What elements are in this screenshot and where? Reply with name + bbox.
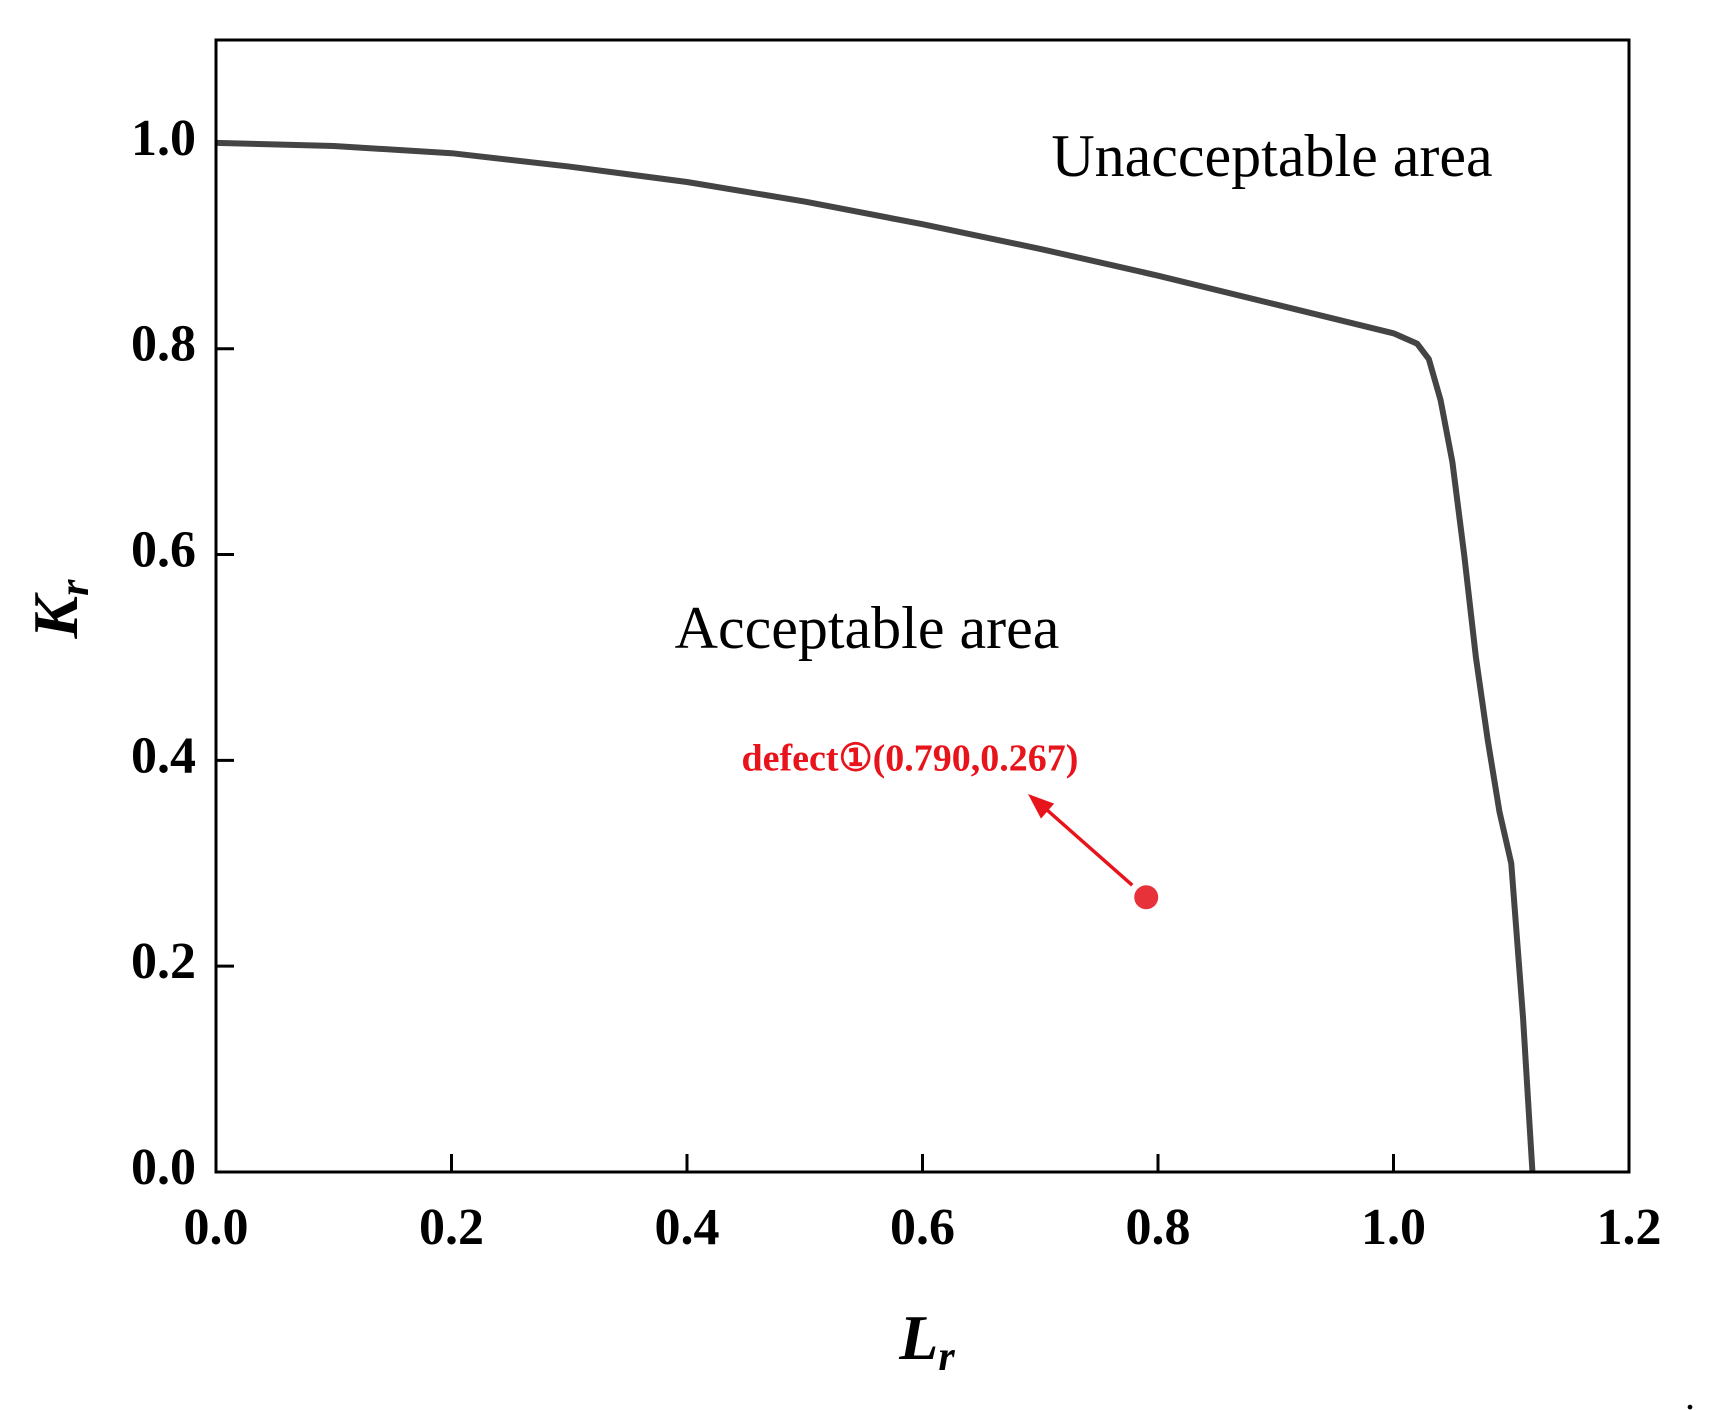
y-axis-title-sub: r bbox=[52, 579, 98, 596]
unacceptable-label: Unacceptable area bbox=[1051, 123, 1492, 189]
x-tick-label: 1.0 bbox=[1361, 1199, 1426, 1256]
acceptable-label: Acceptable area bbox=[675, 595, 1060, 661]
y-tick-label: 0.2 bbox=[131, 933, 196, 990]
defect-point bbox=[1134, 885, 1159, 910]
x-tick-label: 0.8 bbox=[1126, 1199, 1191, 1256]
fad-curve bbox=[215, 139, 1536, 1173]
x-axis-title-sub: r bbox=[938, 1334, 955, 1380]
y-tick-label: 0.0 bbox=[131, 1139, 196, 1196]
x-tick-label: 0.4 bbox=[655, 1199, 720, 1256]
x-axis-title: Lr bbox=[898, 1302, 955, 1380]
y-tick-label: 1.0 bbox=[131, 110, 196, 167]
y-tick-label: 0.4 bbox=[131, 727, 196, 784]
x-tick-label: 1.2 bbox=[1597, 1199, 1662, 1256]
y-axis-title-main: K bbox=[20, 592, 91, 640]
x-tick-label: 0.2 bbox=[419, 1199, 484, 1256]
x-axis-title-main: L bbox=[898, 1302, 938, 1373]
defect-label: defect①(0.790,0.267) bbox=[742, 738, 1079, 780]
annotation-arrow bbox=[1036, 800, 1134, 887]
y-tick-label: 0.6 bbox=[131, 521, 196, 578]
annotation-arrowhead bbox=[1028, 794, 1055, 819]
x-tick-label: 0.6 bbox=[890, 1199, 955, 1256]
y-axis-title: Kr bbox=[20, 579, 98, 640]
plot-frame bbox=[214, 38, 1631, 1174]
x-tick-label: 0.0 bbox=[184, 1199, 249, 1256]
trailing-mark: . bbox=[1685, 1373, 1695, 1410]
y-tick-label: 0.8 bbox=[131, 316, 196, 373]
